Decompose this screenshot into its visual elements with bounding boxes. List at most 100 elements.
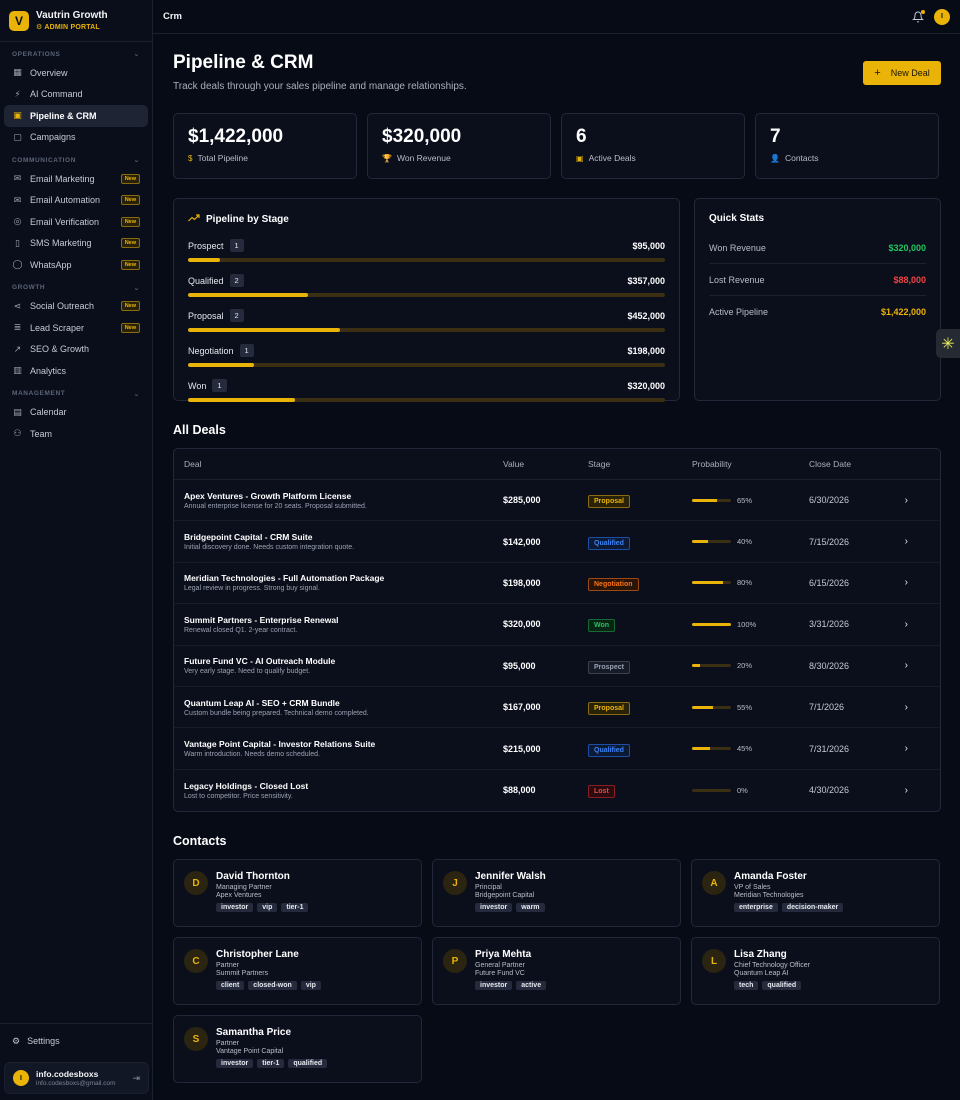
stat-icon: $ bbox=[188, 153, 193, 163]
sidebar-item-whatsapp[interactable]: ◯ WhatsApp New bbox=[4, 254, 148, 276]
sidebar-item-email-verification[interactable]: ◎ Email Verification New bbox=[4, 211, 148, 233]
contact-card[interactable]: A Amanda Foster VP of Sales Meridian Techno… bbox=[691, 859, 940, 928]
nav-section-growth[interactable]: GROWTH ⌄ bbox=[0, 280, 152, 296]
sidebar-item-email-automation[interactable]: ✉ Email Automation New bbox=[4, 190, 148, 212]
sidebar-item-team[interactable]: ⚇ Team bbox=[4, 423, 148, 445]
quick-stat-label: Lost Revenue bbox=[709, 274, 765, 285]
users-icon: ⚇ bbox=[13, 428, 22, 439]
deal-value: $167,000 bbox=[503, 702, 541, 713]
sidebar-item-overview[interactable]: ▦ Overview bbox=[4, 62, 148, 84]
avatar: L bbox=[702, 949, 726, 974]
contact-card[interactable]: C Christopher Lane Partner Summit Partners c… bbox=[173, 937, 422, 1006]
tag: vip bbox=[257, 903, 278, 913]
deal-description: Initial discovery done. Needs custom int… bbox=[184, 544, 355, 552]
chevron-right-icon[interactable]: › bbox=[904, 618, 908, 630]
trending-icon: ↗ bbox=[13, 343, 22, 354]
tag: qualified bbox=[288, 1059, 328, 1069]
table-row[interactable]: Apex Ventures - Growth Platform License A… bbox=[174, 480, 940, 522]
contact-card[interactable]: S Samantha Price Partner Vantage Point Capi… bbox=[173, 1015, 422, 1084]
stage-badge: Proposal bbox=[588, 702, 630, 716]
probability-bar-fill bbox=[692, 705, 714, 709]
avatar: C bbox=[184, 949, 208, 974]
nav-section-management[interactable]: MANAGEMENT ⌄ bbox=[0, 386, 152, 402]
phone-icon: ▯ bbox=[15, 237, 20, 248]
close-date: 4/30/2026 bbox=[809, 785, 850, 796]
stage-badge: Qualified bbox=[588, 536, 630, 550]
deal-name: Legacy Holdings - Closed Lost bbox=[184, 780, 309, 791]
contact-card[interactable]: J Jennifer Walsh Principal Bridgepoint Capi… bbox=[432, 859, 681, 928]
sidebar-item-ai-command[interactable]: ⚡ AI Command bbox=[4, 84, 148, 106]
nav-section-operations[interactable]: OPERATIONS ⌄ bbox=[0, 46, 152, 62]
quick-stat-row: Lost Revenue $88,000 bbox=[709, 264, 926, 296]
brand[interactable]: V Vautrin Growth ⚙ ADMIN PORTAL bbox=[0, 0, 152, 42]
table-row[interactable]: Quantum Leap AI - SEO + CRM Bundle Custom… bbox=[174, 687, 940, 729]
stage-bar bbox=[188, 328, 665, 332]
contact-card[interactable]: P Priya Mehta General Partner Future Fund V… bbox=[432, 937, 681, 1006]
quick-stat-value: $320,000 bbox=[888, 242, 926, 253]
sidebar-item-label: Lead Scraper bbox=[30, 322, 85, 333]
probability-bar-fill bbox=[692, 747, 710, 751]
sidebar-item-seo-growth[interactable]: ↗ SEO & Growth bbox=[4, 339, 148, 361]
stage-amount: $320,000 bbox=[627, 380, 665, 391]
sidebar-item-social-outreach[interactable]: ⋖ Social Outreach New bbox=[4, 296, 148, 318]
deal-value: $285,000 bbox=[503, 495, 541, 506]
sidebar-item-analytics[interactable]: ▥ Analytics bbox=[4, 360, 148, 382]
chevron-down-icon: ⌄ bbox=[133, 390, 140, 398]
nav-section-communication[interactable]: COMMUNICATION ⌄ bbox=[0, 152, 152, 168]
avatar[interactable]: I bbox=[934, 8, 950, 25]
table-row[interactable]: Bridgepoint Capital - CRM Suite Initial d… bbox=[174, 521, 940, 563]
sidebar-item-pipeline-crm[interactable]: ▣ Pipeline & CRM bbox=[4, 105, 148, 127]
sparkle-icon[interactable]: ✳ bbox=[936, 329, 960, 358]
stage-qualified: Qualified 2 $357,000 bbox=[188, 274, 665, 297]
stage-bar-fill bbox=[188, 328, 340, 332]
chevron-right-icon[interactable]: › bbox=[904, 701, 908, 713]
share-icon: ⋖ bbox=[13, 300, 22, 311]
stat-value: 7 bbox=[770, 126, 781, 147]
sidebar-item-calendar[interactable]: ▤ Calendar bbox=[4, 402, 148, 424]
chevron-right-icon[interactable]: › bbox=[904, 577, 908, 589]
tag: investor bbox=[475, 903, 513, 913]
chevron-right-icon[interactable]: › bbox=[904, 743, 908, 755]
sidebar-item-lead-scraper[interactable]: ≣ Lead Scraper New bbox=[4, 317, 148, 339]
contact-name: Priya Mehta bbox=[475, 949, 532, 961]
deal-description: Very early stage. Need to qualify budget… bbox=[184, 668, 311, 676]
table-row[interactable]: Summit Partners - Enterprise Renewal Rene… bbox=[174, 604, 940, 646]
settings-link[interactable]: ⚙ Settings bbox=[0, 1026, 153, 1056]
stage-proposal: Proposal 2 $452,000 bbox=[188, 309, 665, 332]
contact-card[interactable]: L Lisa Zhang Chief Technology Officer Quant… bbox=[691, 937, 940, 1006]
table-row[interactable]: Legacy Holdings - Closed Lost Lost to com… bbox=[174, 770, 940, 811]
stats-row: $1,422,000 $ Total Pipeline $320,000 🏆 Won Re… bbox=[173, 113, 941, 179]
bell-icon[interactable] bbox=[911, 9, 925, 23]
table-row[interactable]: Future Fund VC - AI Outreach Module Very … bbox=[174, 646, 940, 687]
stage-prospect: Prospect 1 $95,000 bbox=[188, 239, 665, 262]
contact-card[interactable]: D David Thornton Managing Partner Apex Vent… bbox=[173, 859, 422, 928]
chevron-right-icon[interactable]: › bbox=[904, 784, 908, 796]
stat-value: $1,422,000 bbox=[188, 126, 284, 147]
sidebar-item-campaigns[interactable]: ▢ Campaigns bbox=[4, 127, 148, 149]
logout-icon[interactable]: ⇥ bbox=[132, 1072, 140, 1083]
stat-icon: 🏆 bbox=[382, 153, 392, 163]
tag: qualified bbox=[762, 981, 802, 991]
chevron-right-icon[interactable]: › bbox=[904, 536, 908, 548]
probability-text: 0% bbox=[737, 785, 748, 795]
sidebar-item-sms-marketing[interactable]: ▯ SMS Marketing New bbox=[4, 233, 148, 255]
sidebar-item-label: Email Marketing bbox=[30, 173, 95, 184]
tag: active bbox=[516, 981, 547, 991]
stage-bar bbox=[188, 293, 665, 297]
quick-stats: Quick Stats Won Revenue $320,000 Lost Reve… bbox=[694, 198, 941, 401]
table-row[interactable]: Meridian Technologies - Full Automation … bbox=[174, 563, 940, 605]
sidebar-item-email-marketing[interactable]: ✉ Email Marketing New bbox=[4, 168, 148, 190]
probability-text: 40% bbox=[737, 537, 753, 547]
contact-tags: investor active bbox=[475, 981, 547, 991]
tag: investor bbox=[216, 1059, 254, 1069]
user-card[interactable]: I info.codesboxs info.codesboxs@gmail.co… bbox=[4, 1062, 149, 1094]
chevron-right-icon[interactable]: › bbox=[904, 660, 908, 672]
deal-value: $215,000 bbox=[503, 743, 541, 754]
table-row[interactable]: Vantage Point Capital - Investor Relatio… bbox=[174, 728, 940, 770]
stage-badge: Lost bbox=[588, 785, 615, 799]
chevron-right-icon[interactable]: › bbox=[904, 494, 908, 506]
contact-role: VP of Sales bbox=[734, 884, 771, 892]
contact-company: Bridgepoint Capital bbox=[475, 892, 535, 900]
nav-section-title: OPERATIONS bbox=[12, 50, 61, 58]
new-deal-button[interactable]: + New Deal bbox=[863, 61, 941, 85]
